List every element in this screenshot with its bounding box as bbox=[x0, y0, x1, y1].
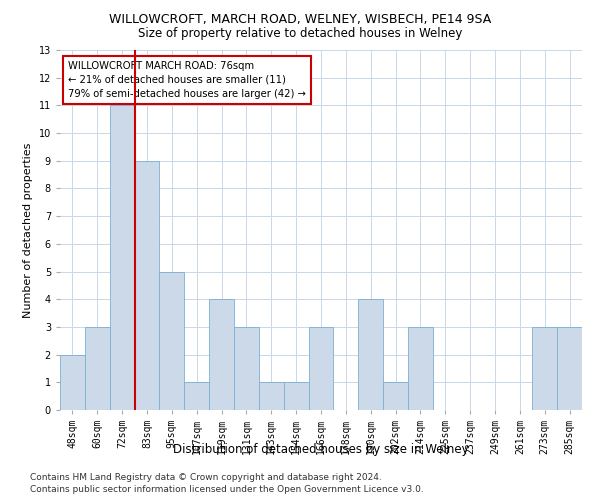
Bar bbox=[184, 382, 209, 410]
Text: Contains public sector information licensed under the Open Government Licence v3: Contains public sector information licen… bbox=[30, 485, 424, 494]
Bar bbox=[408, 327, 433, 410]
Bar bbox=[160, 272, 184, 410]
Bar bbox=[134, 161, 160, 410]
Bar bbox=[234, 327, 259, 410]
Text: Distribution of detached houses by size in Welney: Distribution of detached houses by size … bbox=[173, 442, 469, 456]
Bar bbox=[532, 327, 557, 410]
Bar bbox=[557, 327, 582, 410]
Bar bbox=[308, 327, 334, 410]
Y-axis label: Number of detached properties: Number of detached properties bbox=[23, 142, 33, 318]
Text: WILLOWCROFT MARCH ROAD: 76sqm
← 21% of detached houses are smaller (11)
79% of s: WILLOWCROFT MARCH ROAD: 76sqm ← 21% of d… bbox=[68, 61, 306, 99]
Bar bbox=[259, 382, 284, 410]
Bar bbox=[383, 382, 408, 410]
Bar bbox=[284, 382, 308, 410]
Bar bbox=[85, 327, 110, 410]
Bar bbox=[60, 354, 85, 410]
Bar bbox=[358, 299, 383, 410]
Bar bbox=[110, 106, 134, 410]
Text: Size of property relative to detached houses in Welney: Size of property relative to detached ho… bbox=[138, 28, 462, 40]
Bar bbox=[209, 299, 234, 410]
Text: WILLOWCROFT, MARCH ROAD, WELNEY, WISBECH, PE14 9SA: WILLOWCROFT, MARCH ROAD, WELNEY, WISBECH… bbox=[109, 12, 491, 26]
Text: Contains HM Land Registry data © Crown copyright and database right 2024.: Contains HM Land Registry data © Crown c… bbox=[30, 472, 382, 482]
